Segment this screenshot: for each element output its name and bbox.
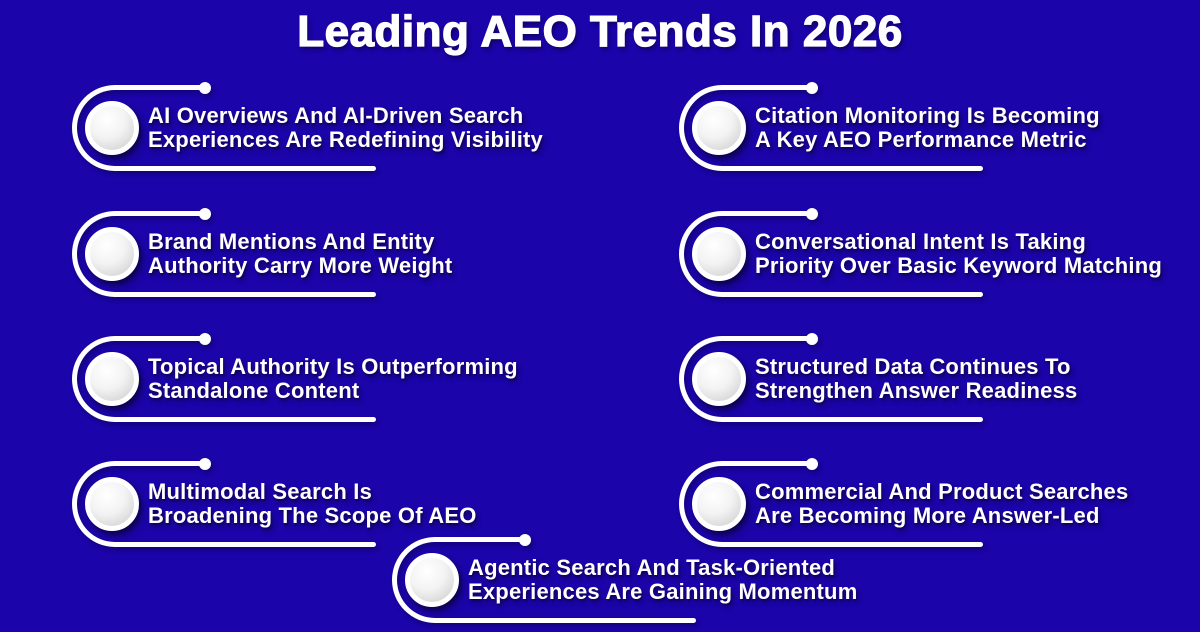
- trend-line1: Commercial And Product Searches: [755, 479, 1129, 504]
- sphere-icon: [85, 477, 139, 531]
- trend-line1: Multimodal Search Is: [148, 479, 373, 504]
- connector-line-dot: [745, 81, 818, 94]
- trend-line2: Experiences Are Redefining Visibility: [148, 127, 543, 152]
- connector-loop: [679, 336, 747, 422]
- trend-text: Multimodal Search Is Broadening The Scop…: [148, 480, 477, 528]
- connector-loop: [679, 461, 747, 547]
- trend-line1: Structured Data Continues To: [755, 354, 1071, 379]
- trend-line1: Citation Monitoring Is Becoming: [755, 103, 1100, 128]
- trend-line2: Standalone Content: [148, 378, 360, 403]
- trend-line2: Priority Over Basic Keyword Matching: [755, 253, 1162, 278]
- underline: [138, 292, 376, 297]
- page-title: Leading AEO Trends In 2026: [297, 6, 903, 56]
- sphere-icon: [405, 553, 459, 607]
- trend-text: Topical Authority Is Outperforming Stand…: [148, 355, 518, 403]
- trend-line1: Topical Authority Is Outperforming: [148, 354, 518, 379]
- underline: [745, 542, 983, 547]
- trend-line2: Experiences Are Gaining Momentum: [468, 579, 858, 604]
- trend-line2: Are Becoming More Answer-Led: [755, 503, 1100, 528]
- trend-item: Brand Mentions And Entity Authority Carr…: [72, 207, 632, 306]
- connector-line-dot: [138, 332, 211, 345]
- trend-text: Structured Data Continues To Strengthen …: [755, 355, 1077, 403]
- trend-item: Multimodal Search Is Broadening The Scop…: [72, 457, 632, 556]
- underline: [138, 542, 376, 547]
- connector-loop: [72, 85, 140, 171]
- connector-line-dot: [745, 332, 818, 345]
- connector-line-dot: [458, 533, 531, 546]
- sphere-icon: [692, 352, 746, 406]
- trend-line2: Authority Carry More Weight: [148, 253, 453, 278]
- trend-item: Topical Authority Is Outperforming Stand…: [72, 332, 632, 431]
- underline: [138, 166, 376, 171]
- connector-loop: [679, 85, 747, 171]
- trend-text: Commercial And Product Searches Are Beco…: [755, 480, 1128, 528]
- trend-text: Brand Mentions And Entity Authority Carr…: [148, 230, 452, 278]
- trend-item: Structured Data Continues To Strengthen …: [679, 332, 1200, 431]
- trend-item: Citation Monitoring Is Becoming A Key AE…: [679, 81, 1200, 180]
- connector-loop: [72, 461, 140, 547]
- trend-item: AI Overviews And AI-Driven Search Experi…: [72, 81, 632, 180]
- trend-text: Conversational Intent Is Taking Priority…: [755, 230, 1162, 278]
- trend-line1: Brand Mentions And Entity: [148, 229, 435, 254]
- connector-loop: [679, 211, 747, 297]
- sphere-icon: [692, 101, 746, 155]
- trend-item: Agentic Search And Task-Oriented Experie…: [392, 533, 952, 632]
- trend-line1: Agentic Search And Task-Oriented: [468, 555, 836, 580]
- trend-line2: Strengthen Answer Readiness: [755, 378, 1078, 403]
- trend-text: Agentic Search And Task-Oriented Experie…: [468, 556, 857, 604]
- sphere-icon: [85, 227, 139, 281]
- connector-line-dot: [138, 457, 211, 470]
- connector-line-dot: [745, 457, 818, 470]
- trend-item: Commercial And Product Searches Are Beco…: [679, 457, 1200, 556]
- connector-line-dot: [745, 207, 818, 220]
- trend-line2: A Key AEO Performance Metric: [755, 127, 1087, 152]
- connector-loop: [392, 537, 460, 623]
- underline: [745, 166, 983, 171]
- underline: [138, 417, 376, 422]
- connector-line-dot: [138, 81, 211, 94]
- trend-item: Conversational Intent Is Taking Priority…: [679, 207, 1200, 306]
- trend-text: Citation Monitoring Is Becoming A Key AE…: [755, 104, 1100, 152]
- trend-text: AI Overviews And AI-Driven Search Experi…: [148, 104, 543, 152]
- sphere-icon: [692, 477, 746, 531]
- sphere-icon: [85, 101, 139, 155]
- underline: [745, 417, 983, 422]
- connector-line-dot: [138, 207, 211, 220]
- trend-line1: Conversational Intent Is Taking: [755, 229, 1086, 254]
- underline: [745, 292, 983, 297]
- trend-line1: AI Overviews And AI-Driven Search: [148, 103, 524, 128]
- sphere-icon: [85, 352, 139, 406]
- connector-loop: [72, 336, 140, 422]
- sphere-icon: [692, 227, 746, 281]
- connector-loop: [72, 211, 140, 297]
- underline: [458, 618, 696, 623]
- trend-line2: Broadening The Scope Of AEO: [148, 503, 477, 528]
